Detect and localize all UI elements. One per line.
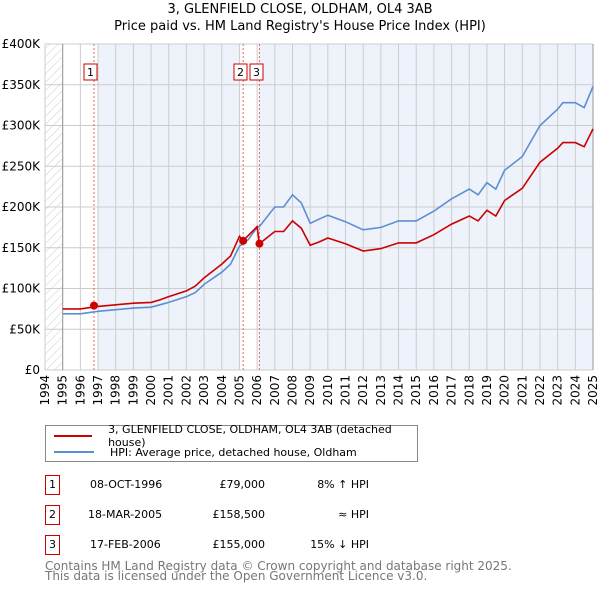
sale-price: £79,000 xyxy=(219,478,266,491)
sale-date: 17-FEB-2006 xyxy=(90,538,161,551)
legend-label-property: 3, GLENFIELD CLOSE, OLDHAM, OL4 3AB (det… xyxy=(108,423,392,449)
legend-label-hpi: HPI: Average price, detached house, Oldh… xyxy=(110,445,357,459)
x-tick-label: 2017 xyxy=(445,375,459,406)
x-tick-label: 2004 xyxy=(215,375,229,406)
x-tick-label: 1998 xyxy=(109,375,123,406)
y-tick-label: £400K xyxy=(2,37,42,51)
sale-badge: 3 xyxy=(45,535,60,555)
x-tick-label: 2025 xyxy=(586,375,600,406)
hpi-line-swatch xyxy=(54,451,94,453)
y-tick-label: £300K xyxy=(2,119,42,133)
y-tick-label: £50K xyxy=(9,322,41,336)
y-tick-label: £350K xyxy=(2,78,42,92)
chart-title: 3, GLENFIELD CLOSE, OLDHAM, OL4 3AB xyxy=(167,2,433,17)
sale-point xyxy=(89,301,98,310)
x-tick-label: 2012 xyxy=(356,375,370,406)
x-tick-label: 2018 xyxy=(462,375,476,406)
sale-hpi-compare: 15% ↓ HPI xyxy=(310,538,369,551)
property-price-line xyxy=(62,128,594,310)
x-tick-label: 2003 xyxy=(197,375,211,406)
sale-hpi-compare: 8% ↑ HPI xyxy=(317,478,369,491)
x-tick-label: 2022 xyxy=(533,375,547,406)
sale-point xyxy=(239,236,248,245)
y-tick-label: £0 xyxy=(25,363,40,377)
x-tick-label: 2021 xyxy=(515,375,529,406)
x-tick-label: 1994 xyxy=(38,375,52,406)
sale-badge-box xyxy=(83,63,98,81)
x-tick-label: 1997 xyxy=(91,375,105,406)
x-tick-label: 2000 xyxy=(144,375,158,406)
x-tick-label: 2005 xyxy=(232,375,246,406)
sale-hpi-compare: ≈ HPI xyxy=(338,508,369,521)
table-row: 3 17-FEB-2006 £155,000 15% ↓ HPI xyxy=(45,535,445,557)
x-tick-label: 2001 xyxy=(162,375,176,406)
x-tick-label: 1996 xyxy=(73,375,87,406)
legend-item-property: 3, GLENFIELD CLOSE, OLDHAM, OL4 3AB (det… xyxy=(54,423,417,449)
x-tick-label: 1999 xyxy=(126,375,140,406)
sale-badge-label: 3 xyxy=(253,66,260,79)
property-line-swatch xyxy=(54,435,93,437)
sale-badge-box xyxy=(233,63,248,81)
footer-licence: This data is licensed under the Open Gov… xyxy=(45,569,428,583)
y-tick-label: £250K xyxy=(2,159,42,173)
x-tick-label: 2023 xyxy=(551,375,565,406)
y-tick-label: £150K xyxy=(2,241,42,255)
sale-price: £158,500 xyxy=(212,508,266,521)
sale-badge-label: 1 xyxy=(87,66,94,79)
sale-badge-box xyxy=(249,63,264,81)
x-tick-label: 2002 xyxy=(179,375,193,406)
legend-item-hpi: HPI: Average price, detached house, Oldh… xyxy=(54,444,357,460)
x-tick-label: 2006 xyxy=(250,375,264,406)
y-tick-label: £100K xyxy=(2,282,42,296)
x-tick-label: 2011 xyxy=(339,375,353,406)
legend: 3, GLENFIELD CLOSE, OLDHAM, OL4 3AB (det… xyxy=(45,423,418,462)
x-tick-label: 2014 xyxy=(392,375,406,406)
y-tick-label: £200K xyxy=(2,200,42,214)
x-tick-label: 2016 xyxy=(427,375,441,406)
x-tick-label: 2007 xyxy=(268,375,282,406)
sale-point xyxy=(255,239,264,248)
x-tick-label: 2015 xyxy=(409,375,423,406)
x-tick-label: 2019 xyxy=(480,375,494,406)
x-tick-label: 2024 xyxy=(568,375,582,406)
sale-badge-label: 2 xyxy=(237,66,244,79)
sale-badge: 1 xyxy=(45,475,60,495)
sale-date: 08-OCT-1996 xyxy=(90,478,163,491)
table-row: 2 18-MAR-2005 £158,500 ≈ HPI xyxy=(45,505,445,527)
price-chart: 1 2 3 1994 1995 1996 1997 1998 1999 2000 2001 2002 2… xyxy=(2,37,600,406)
x-tick-label: 2013 xyxy=(374,375,388,406)
x-tick-label: 2010 xyxy=(321,375,335,406)
sale-date: 18-MAR-2005 xyxy=(88,508,163,521)
table-row: 1 08-OCT-1996 £79,000 8% ↑ HPI xyxy=(45,475,445,497)
x-tick-label: 2020 xyxy=(498,375,512,406)
x-tick-label: 2009 xyxy=(303,375,317,406)
x-tick-label: 1995 xyxy=(56,375,70,406)
x-tick-label: 2008 xyxy=(285,375,299,406)
sale-price: £155,000 xyxy=(212,538,266,551)
sale-badge: 2 xyxy=(45,505,60,525)
hpi-line xyxy=(62,86,594,315)
chart-subtitle: Price paid vs. HM Land Registry's House … xyxy=(114,19,486,34)
footer-copyright: Contains HM Land Registry data © Crown c… xyxy=(45,559,512,573)
